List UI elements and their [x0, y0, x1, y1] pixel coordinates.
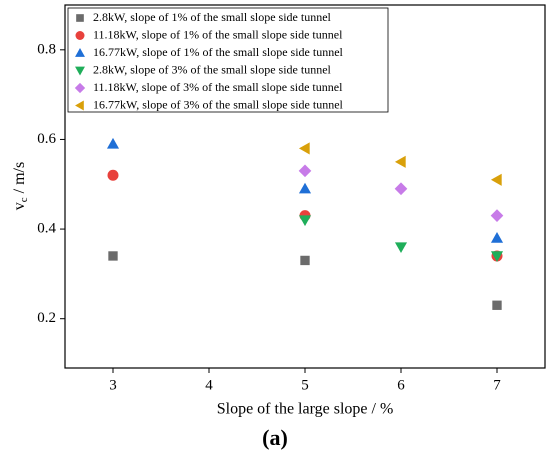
- point: [394, 242, 408, 254]
- y-axis-label: vc / m/s: [11, 162, 30, 210]
- x-tick-label: 3: [109, 377, 117, 393]
- y-tick-label: 0.2: [37, 310, 56, 326]
- x-tick-label: 5: [301, 377, 309, 393]
- x-axis-label: Slope of the large slope / %: [217, 401, 394, 418]
- point: [394, 182, 408, 196]
- point: [490, 231, 504, 243]
- legend-label: 11.18kW, slope of 1% of the small slope …: [93, 27, 343, 41]
- point: [300, 255, 310, 266]
- point: [107, 169, 119, 181]
- caption: (a): [262, 425, 288, 450]
- legend-marker: [75, 48, 85, 57]
- legend-label: 16.77kW, slope of 3% of the small slope …: [93, 97, 344, 111]
- y-label-unit: / m/s: [11, 162, 28, 198]
- legend-label: 16.77kW, slope of 1% of the small slope …: [93, 45, 344, 59]
- point: [298, 215, 312, 227]
- y-label-subscript: c: [18, 197, 30, 202]
- point: [490, 251, 504, 263]
- legend-marker: [74, 82, 86, 94]
- y-label-symbol: v: [11, 202, 28, 210]
- y-tick-label: 0.8: [37, 41, 56, 57]
- x-tick-label: 4: [205, 377, 213, 393]
- point: [490, 173, 502, 186]
- legend-marker: [75, 31, 85, 40]
- legend-label: 11.18kW, slope of 3% of the small slope …: [93, 80, 343, 94]
- point: [298, 164, 312, 178]
- x-tick-label: 7: [493, 377, 501, 393]
- point: [490, 209, 504, 222]
- point: [492, 300, 502, 310]
- x-tick-label: 6: [397, 377, 405, 393]
- legend-marker: [76, 14, 84, 22]
- y-tick-label: 0.4: [37, 221, 56, 237]
- legend-marker: [75, 66, 85, 76]
- legend-label: 2.8kW, slope of 3% of the small slope si…: [93, 62, 332, 76]
- point: [298, 142, 310, 155]
- point: [298, 182, 312, 194]
- legend-marker: [75, 100, 84, 111]
- legend-label: 2.8kW, slope of 1% of the small slope si…: [93, 10, 332, 24]
- point: [108, 251, 118, 261]
- legend-box: [67, 7, 389, 113]
- y-tick-label: 0.6: [37, 131, 56, 147]
- point: [106, 137, 120, 149]
- point: [394, 155, 406, 168]
